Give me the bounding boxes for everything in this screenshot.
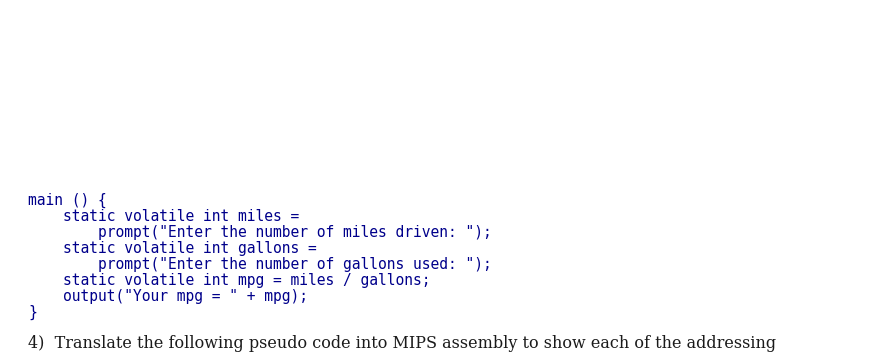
Text: static volatile int miles =: static volatile int miles = (28, 209, 299, 224)
Text: prompt("Enter the number of gallons used: ");: prompt("Enter the number of gallons used… (28, 257, 491, 272)
Text: prompt("Enter the number of miles driven: ");: prompt("Enter the number of miles driven… (28, 225, 491, 240)
Text: 4)  Translate the following pseudo code into MIPS assembly to show each of the a: 4) Translate the following pseudo code i… (28, 335, 775, 352)
Text: static volatile int gallons =: static volatile int gallons = (28, 241, 316, 256)
Text: output("Your mpg = " + mpg);: output("Your mpg = " + mpg); (28, 289, 308, 304)
Text: }: } (28, 305, 36, 320)
Text: static volatile int mpg = miles / gallons;: static volatile int mpg = miles / gallon… (28, 273, 430, 288)
Text: main () {: main () { (28, 193, 107, 208)
